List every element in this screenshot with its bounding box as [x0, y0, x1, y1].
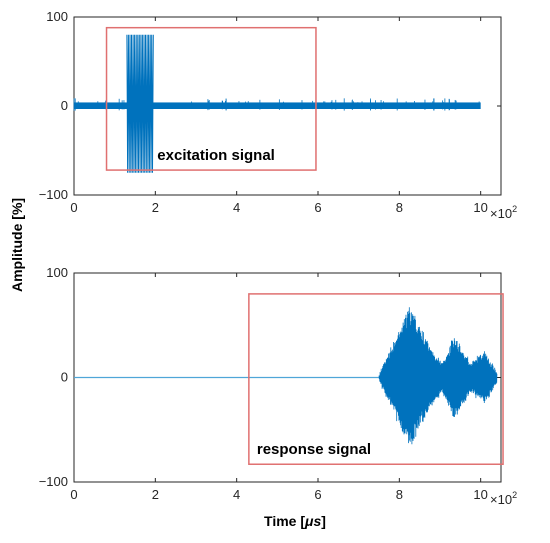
top-x-tick-label: 10	[473, 200, 487, 215]
top-y-tick-label: 100	[46, 9, 68, 24]
bottom-response-series	[74, 307, 498, 445]
bottom-y-tick-label: −100	[39, 474, 68, 489]
top-x-tick-label: 4	[233, 200, 240, 215]
bottom-y-tick-label: 0	[61, 370, 68, 385]
x-axis-label: Time [μs]	[264, 513, 326, 529]
excitation-burst	[126, 34, 154, 173]
bottom-x-tick-label: 8	[396, 487, 403, 502]
top-x-tick-label: 0	[70, 200, 77, 215]
response-annotation-label: response signal	[257, 441, 371, 458]
bottom-x-tick-label: 2	[152, 487, 159, 502]
top-x-tick-label: 2	[152, 200, 159, 215]
top-x-multiplier: ×102	[490, 204, 517, 221]
excitation-annotation-box	[105, 26, 317, 171]
bottom-y-tick-label: 100	[46, 265, 68, 280]
excitation-annotation-label: excitation signal	[157, 147, 275, 164]
bottom-x-tick-label: 4	[233, 487, 240, 502]
excitation-baseline	[74, 102, 481, 109]
top-x-tick-label: 6	[314, 200, 321, 215]
response-annotation-box	[248, 293, 504, 465]
top-y-tick-label: −100	[39, 187, 68, 202]
y-axis-label: Amplitude [%]	[9, 198, 25, 292]
bottom-x-tick-label: 0	[70, 487, 77, 502]
bottom-x-tick-label: 10	[473, 487, 487, 502]
top-x-tick-label: 8	[396, 200, 403, 215]
bottom-x-multiplier: ×102	[490, 490, 517, 507]
top-excitation-series	[73, 34, 481, 173]
top-y-tick-label: 0	[61, 98, 68, 113]
response-oscillation	[378, 307, 498, 445]
bottom-x-tick-label: 6	[314, 487, 321, 502]
